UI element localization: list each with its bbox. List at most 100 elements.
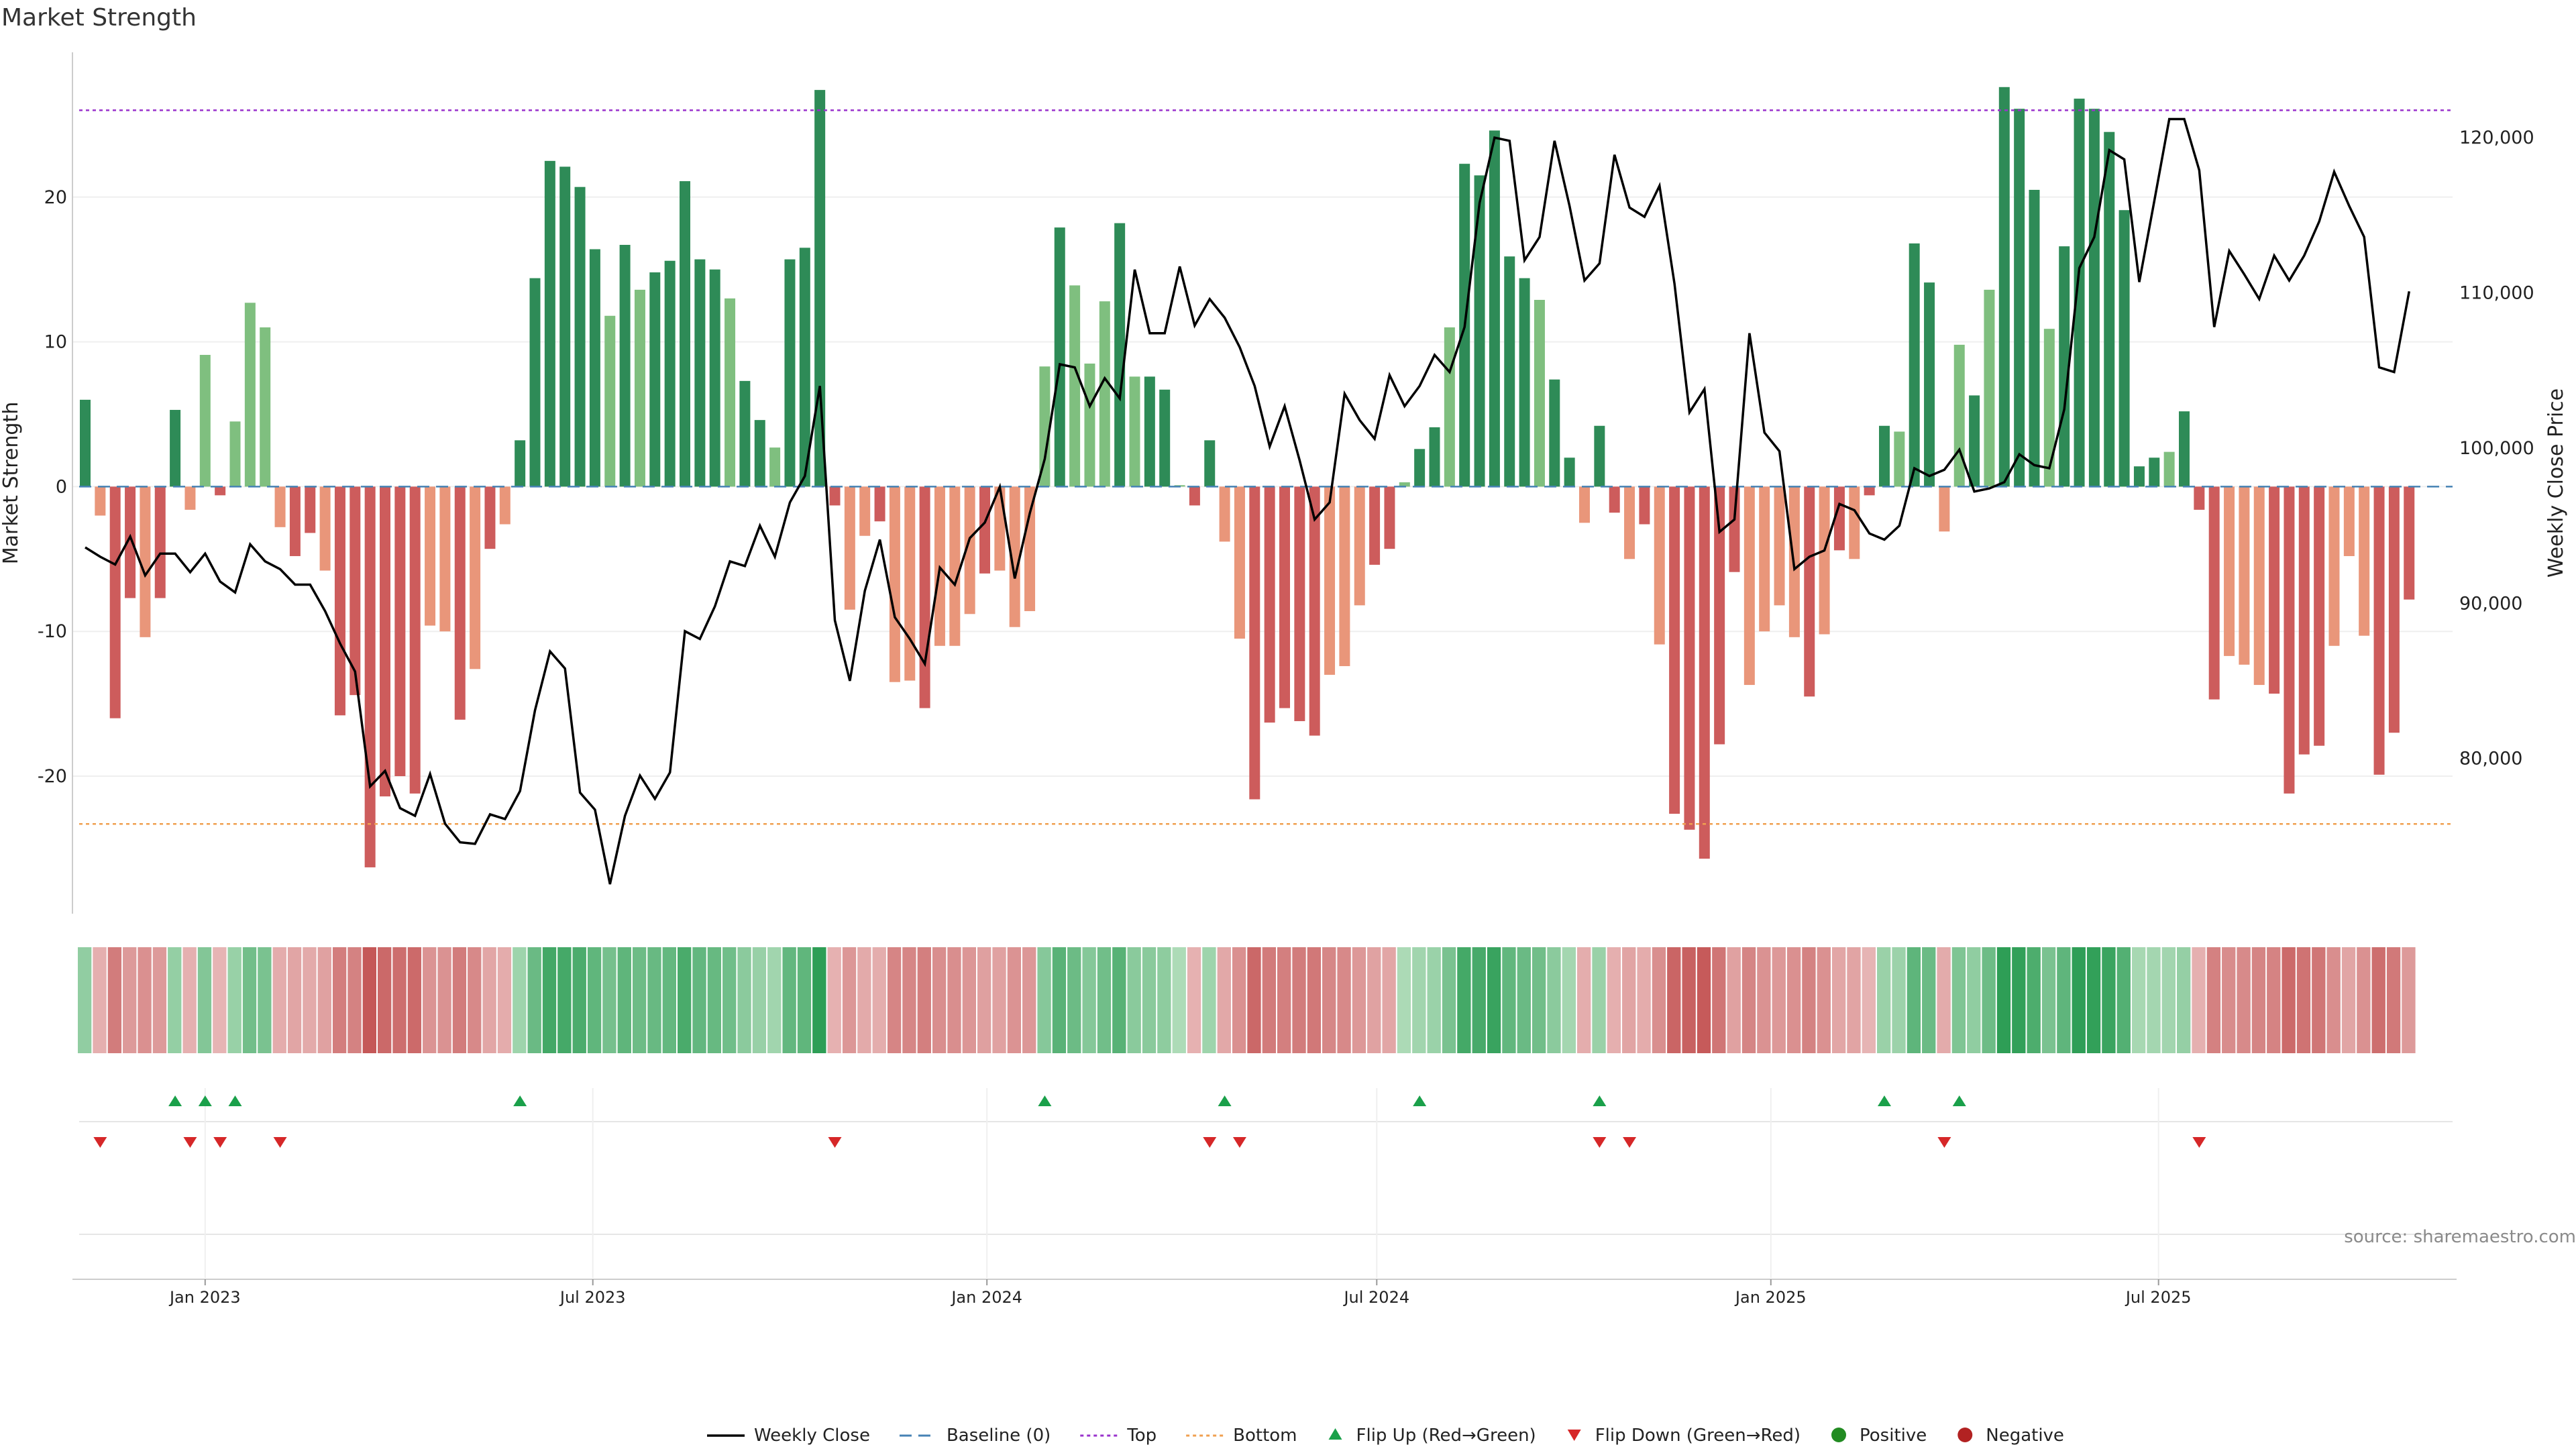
strength-bar <box>619 245 631 487</box>
heat-cell <box>123 947 137 1053</box>
heat-cell <box>78 947 92 1053</box>
heat-cell <box>2296 947 2311 1053</box>
strength-bar <box>2343 486 2355 556</box>
flip-up-marker <box>168 1095 182 1106</box>
heat-cell <box>1622 947 1636 1053</box>
heat-cell <box>1502 947 1516 1053</box>
reference-lines <box>79 109 2453 825</box>
strength-bar <box>2224 486 2235 656</box>
flip-down-marker <box>273 1137 287 1148</box>
strength-bar <box>1909 243 1920 487</box>
flip-up-marker <box>1878 1095 1891 1106</box>
heat-cell <box>2206 947 2221 1053</box>
flip-down-marker <box>828 1137 842 1148</box>
heat-cell <box>168 947 182 1053</box>
heat-cell <box>932 947 947 1053</box>
strength-bar <box>394 486 406 776</box>
heat-cell <box>887 947 902 1053</box>
heat-cell <box>827 947 841 1053</box>
heat-cell <box>1007 947 1022 1053</box>
heat-cell <box>1037 947 1051 1053</box>
strength-bar <box>244 303 256 487</box>
strength-bar <box>1879 425 1890 487</box>
flip-up-marker <box>1593 1095 1607 1106</box>
source-note: source: sharemaestro.com <box>2344 1227 2576 1247</box>
heat-cell <box>1487 947 1501 1053</box>
strength-bar <box>919 486 930 708</box>
heat-cell <box>1712 947 1726 1053</box>
heat-cell <box>1277 947 1291 1053</box>
strength-bar <box>529 278 541 487</box>
left-axis-ticks: -20 -10 0 10 20 <box>38 187 67 787</box>
strength-bar <box>994 486 1006 571</box>
flip-up-marker <box>1038 1095 1052 1106</box>
heat-cell <box>1292 947 1306 1053</box>
heat-cell <box>152 947 167 1053</box>
heat-cell <box>1067 947 1081 1053</box>
strength-bar <box>2359 486 2370 636</box>
heat-cell <box>1577 947 1591 1053</box>
strength-bar <box>154 486 166 598</box>
heat-cell <box>2251 947 2266 1053</box>
strength-bar <box>2059 246 2070 487</box>
strength-bar <box>484 486 496 549</box>
flip-up-marker <box>198 1095 212 1106</box>
strength-bar <box>140 486 151 637</box>
legend-positive-swatch <box>1831 1428 1847 1442</box>
heat-cell <box>1307 947 1322 1053</box>
strength-bar <box>260 327 271 487</box>
strength-bar <box>739 380 751 487</box>
legend-label: Flip Up (Red→Green) <box>1356 1426 1536 1446</box>
strength-bar <box>754 420 765 487</box>
heat-cell <box>527 947 541 1053</box>
strength-bar <box>425 486 436 626</box>
heat-cell <box>2072 947 2086 1053</box>
heat-cell <box>1082 947 1096 1053</box>
strength-bar <box>1399 482 1410 487</box>
heat-cell <box>1727 947 1741 1053</box>
heat-cell <box>678 947 692 1053</box>
heat-cell <box>2222 947 2236 1053</box>
heat-cell <box>1607 947 1621 1053</box>
heat-cell <box>347 947 362 1053</box>
strength-bar <box>229 421 241 487</box>
heat-cell <box>2282 947 2296 1053</box>
strength-bar <box>1114 223 1126 487</box>
strength-bar <box>1474 175 1485 487</box>
heat-cell <box>1322 947 1336 1053</box>
strength-bar <box>380 486 390 797</box>
strength-bar <box>2149 458 2160 487</box>
x-tick-label: Jul 2023 <box>559 1288 626 1307</box>
strength-bar <box>829 486 841 506</box>
strength-bar <box>2314 486 2325 746</box>
heat-cell <box>303 947 317 1053</box>
heat-cell <box>542 947 557 1053</box>
x-tick-label: Jul 2024 <box>1342 1288 1409 1307</box>
strength-bar <box>109 486 121 718</box>
heat-cell <box>2326 947 2341 1053</box>
heat-cell <box>587 947 602 1053</box>
strength-bar <box>634 289 645 487</box>
strength-bar <box>2284 486 2295 794</box>
heat-cell <box>1562 947 1576 1053</box>
flip-up-marker <box>513 1095 527 1106</box>
strength-bar <box>2014 109 2025 487</box>
x-tick-label: Jan 2024 <box>950 1288 1022 1307</box>
heat-cell <box>182 947 197 1053</box>
heat-cell <box>2402 947 2416 1053</box>
flip-up-marker <box>1952 1095 1966 1106</box>
strength-bar <box>1969 395 1980 487</box>
heat-cell <box>962 947 976 1053</box>
strength-bar <box>1369 486 1381 565</box>
strength-bar <box>1204 440 1216 487</box>
strength-bar <box>2194 486 2205 510</box>
heat-cell <box>2357 947 2371 1053</box>
y-tick-label: 0 <box>56 476 67 497</box>
strength-heat-strip <box>78 947 2416 1053</box>
heat-cell <box>227 947 241 1053</box>
strength-bar <box>784 259 796 487</box>
strength-bar <box>814 90 826 487</box>
heat-cell <box>2147 947 2161 1053</box>
strength-bar <box>1759 486 1770 632</box>
strength-bar <box>1069 285 1081 487</box>
